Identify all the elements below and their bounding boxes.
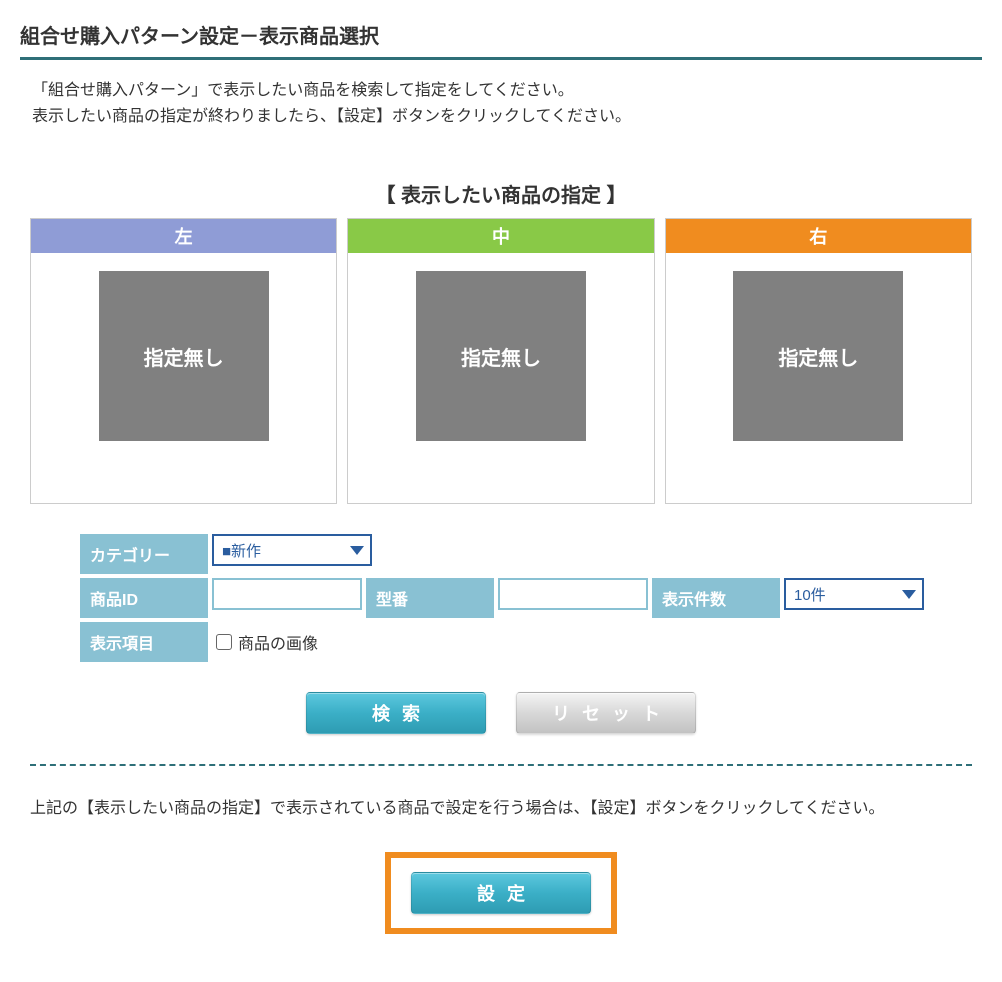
slot-left[interactable]: 左 指定無し bbox=[30, 218, 337, 504]
category-label: カテゴリー bbox=[80, 534, 208, 574]
slot-left-body: 指定無し bbox=[31, 253, 336, 503]
page-title: 組合せ購入パターン設定－表示商品選択 bbox=[20, 20, 982, 60]
slot-center-placeholder: 指定無し bbox=[416, 271, 586, 441]
slot-left-placeholder: 指定無し bbox=[99, 271, 269, 441]
slot-center[interactable]: 中 指定無し bbox=[347, 218, 654, 504]
slots-row: 左 指定無し 中 指定無し 右 指定無し bbox=[30, 218, 972, 504]
instruction-line-2: 表示したい商品の指定が終わりましたら、【設定】ボタンをクリックしてください。 bbox=[32, 104, 982, 130]
checkbox-wrap[interactable]: 商品の画像 bbox=[212, 622, 322, 662]
slot-right-header: 右 bbox=[666, 219, 971, 253]
dashed-divider bbox=[30, 764, 972, 766]
checkbox-icon[interactable] bbox=[216, 634, 232, 650]
filter-row-id-model-count: 商品ID 型番 表示件数 10件 bbox=[80, 578, 982, 618]
button-row: 検索 リセット bbox=[20, 692, 982, 734]
display-item-label: 表示項目 bbox=[80, 622, 208, 662]
reset-button[interactable]: リセット bbox=[516, 692, 696, 734]
filter-row-category: カテゴリー ■新作 bbox=[80, 534, 982, 574]
search-button[interactable]: 検索 bbox=[306, 692, 486, 734]
count-select-value: 10件 bbox=[794, 584, 826, 605]
instruction-line-1: 「組合せ購入パターン」で表示したい商品を検索して指定をしてください。 bbox=[32, 78, 982, 104]
slot-left-header: 左 bbox=[31, 219, 336, 253]
product-id-label: 商品ID bbox=[80, 578, 208, 618]
chevron-down-icon bbox=[350, 546, 364, 555]
slot-center-body: 指定無し bbox=[348, 253, 653, 503]
model-input[interactable] bbox=[498, 578, 648, 610]
model-label: 型番 bbox=[366, 578, 494, 618]
count-select[interactable]: 10件 bbox=[784, 578, 924, 610]
category-select-value: ■新作 bbox=[222, 540, 261, 561]
section-heading: 【 表示したい商品の指定 】 bbox=[20, 179, 982, 208]
slot-right-body: 指定無し bbox=[666, 253, 971, 503]
filter-table: カテゴリー ■新作 商品ID 型番 表示件数 10件 表示項目 商品の画像 bbox=[80, 534, 982, 662]
product-id-input[interactable] bbox=[212, 578, 362, 610]
filter-row-display-item: 表示項目 商品の画像 bbox=[80, 622, 982, 662]
slot-right-placeholder: 指定無し bbox=[733, 271, 903, 441]
bottom-instruction: 上記の【表示したい商品の指定】で表示されている商品で設定を行う場合は、【設定】ボ… bbox=[30, 796, 972, 822]
slot-right[interactable]: 右 指定無し bbox=[665, 218, 972, 504]
set-button[interactable]: 設定 bbox=[411, 872, 591, 914]
set-button-highlight-frame: 設定 bbox=[385, 852, 617, 934]
checkbox-label: 商品の画像 bbox=[238, 630, 318, 654]
instruction-block: 「組合せ購入パターン」で表示したい商品を検索して指定をしてください。 表示したい… bbox=[32, 78, 982, 129]
slot-center-header: 中 bbox=[348, 219, 653, 253]
category-select[interactable]: ■新作 bbox=[212, 534, 372, 566]
set-button-wrap: 設定 bbox=[20, 852, 982, 934]
chevron-down-icon bbox=[902, 590, 916, 599]
count-label: 表示件数 bbox=[652, 578, 780, 618]
